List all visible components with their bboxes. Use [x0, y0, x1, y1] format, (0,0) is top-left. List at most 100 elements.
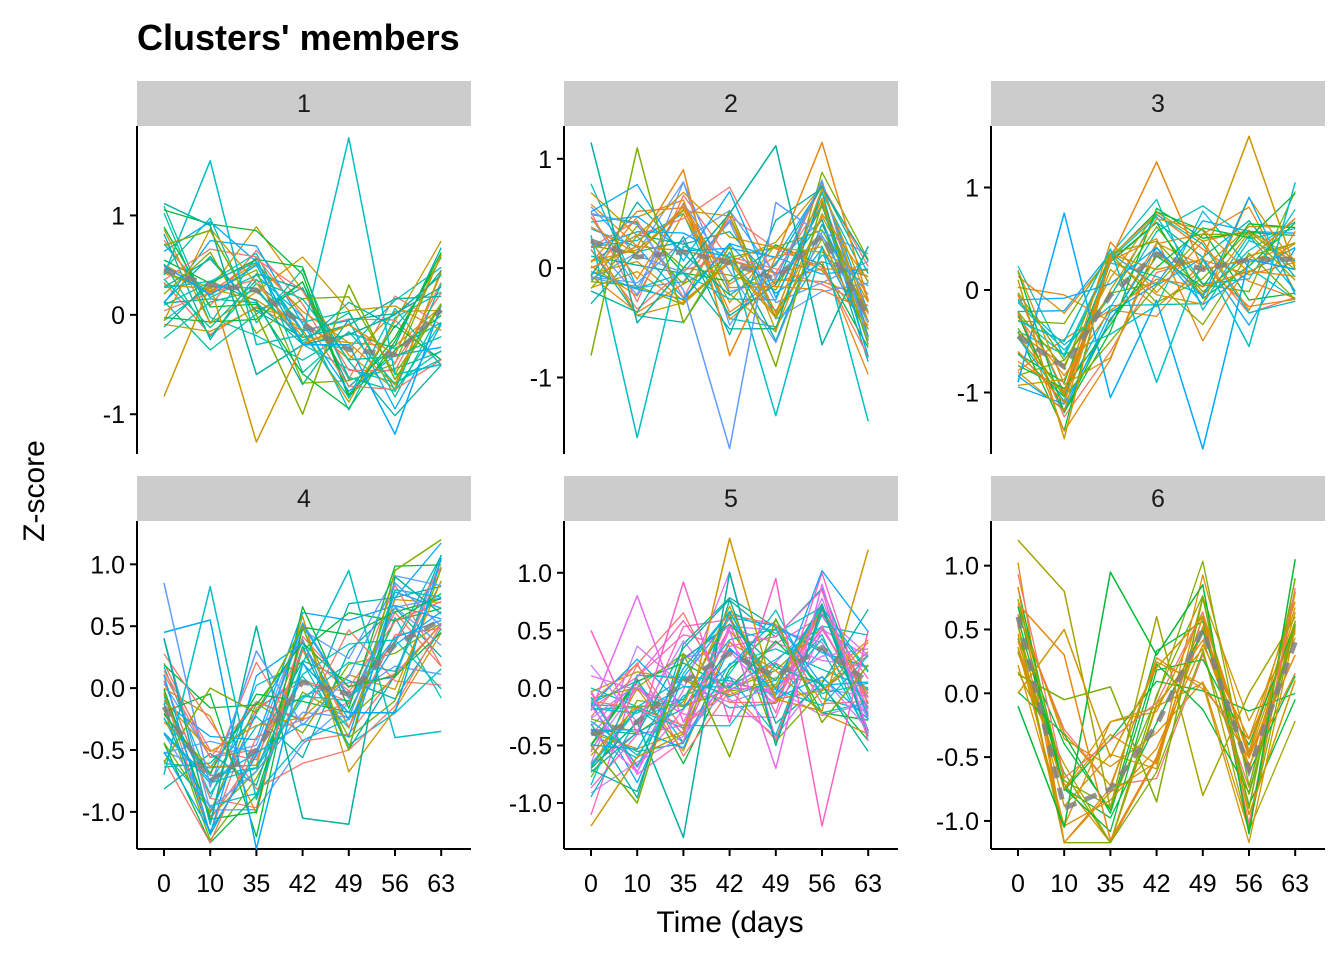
- member-line: [1017, 240, 1296, 325]
- member-line: [590, 147, 869, 368]
- y-tick-label: -1: [957, 380, 979, 408]
- member-line: [590, 207, 869, 313]
- member-line: [163, 581, 442, 784]
- member-line: [1017, 574, 1296, 790]
- member-line: [590, 205, 869, 312]
- member-line: [163, 205, 442, 361]
- facet-panel-1: 1 1 0 -1: [103, 81, 471, 454]
- member-line: [163, 229, 442, 415]
- member-lines: [1017, 135, 1296, 450]
- member-line: [163, 542, 442, 814]
- member-line: [590, 618, 869, 804]
- y-tick-label: 0.0: [90, 675, 125, 703]
- member-line: [590, 623, 869, 793]
- member-line: [163, 589, 442, 807]
- member-line: [163, 264, 442, 435]
- y-tick-label: -1: [103, 401, 125, 429]
- member-line: [590, 686, 869, 751]
- y-tick-label: 0: [965, 277, 979, 305]
- member-line: [590, 213, 869, 327]
- member-line: [1017, 587, 1296, 791]
- member-line: [163, 575, 442, 825]
- y-tick-label: -0.5: [509, 732, 552, 760]
- facet-strip: [564, 81, 898, 126]
- member-line: [163, 615, 442, 773]
- member-line: [1017, 574, 1296, 825]
- y-tick-label: -0.5: [82, 737, 125, 765]
- x-tick-label: 10: [196, 870, 224, 898]
- member-line: [590, 570, 869, 749]
- facet-panel-4: 4 1.0 0.5 0.0 -0.5 -1.0 0 10 35 42 49 56 63: [82, 476, 471, 898]
- member-line: [163, 629, 442, 844]
- y-tick-label: 0.5: [944, 616, 979, 644]
- cluster-centroid-line: [590, 644, 870, 737]
- member-line: [1017, 242, 1296, 323]
- member-line: [1017, 603, 1296, 841]
- x-tick-label: 56: [808, 870, 836, 898]
- member-line: [590, 640, 869, 735]
- member-line: [1017, 586, 1296, 844]
- member-line: [590, 210, 869, 332]
- x-tick-label: 63: [854, 870, 882, 898]
- member-line: [1017, 539, 1296, 809]
- member-line: [163, 569, 442, 801]
- member-line: [1017, 615, 1296, 816]
- member-line: [590, 616, 869, 784]
- member-line: [1017, 559, 1296, 835]
- member-line: [1017, 213, 1296, 351]
- member-line: [590, 613, 869, 756]
- member-line: [590, 185, 869, 296]
- member-line: [163, 538, 442, 763]
- x-tick-label: 10: [1050, 870, 1078, 898]
- y-tick-label: 1.0: [90, 551, 125, 579]
- member-line: [1017, 218, 1296, 387]
- member-line: [590, 583, 869, 770]
- y-tick-label: -0.5: [936, 744, 979, 772]
- member-line: [163, 593, 442, 774]
- y-axis-title: Z-score: [18, 440, 51, 542]
- member-line: [590, 141, 869, 357]
- member-line: [590, 537, 869, 827]
- y-tick-label: -1.0: [82, 799, 125, 827]
- y-tick-label: 1.0: [944, 553, 979, 581]
- member-line: [1017, 161, 1296, 404]
- x-tick-label: 63: [1281, 870, 1309, 898]
- member-line: [163, 307, 442, 361]
- member-line: [1017, 252, 1296, 361]
- member-line: [590, 611, 869, 768]
- member-line: [163, 258, 442, 339]
- member-line: [163, 639, 442, 777]
- member-line: [1017, 578, 1296, 809]
- member-line: [163, 616, 442, 783]
- cluster-centroid-line: [590, 231, 871, 319]
- y-tick-label: 1.0: [517, 560, 552, 588]
- member-line: [163, 582, 442, 788]
- facet-panel-2: 2 1 0 -1: [530, 81, 898, 454]
- member-line: [1017, 596, 1296, 807]
- x-tick-label: 0: [157, 870, 171, 898]
- member-line: [163, 623, 442, 841]
- x-tick-label: 0: [1011, 870, 1025, 898]
- member-lines: [590, 537, 869, 839]
- member-line: [590, 577, 869, 827]
- y-tick-label: 0.0: [944, 680, 979, 708]
- member-line: [1017, 230, 1296, 393]
- member-line: [163, 622, 442, 813]
- member-line: [1017, 135, 1296, 440]
- member-line: [590, 605, 869, 756]
- facet-panel-5: 5 1.0 0.5 0.0 -0.5 -1.0 0 10 35 42 49 56 63: [509, 476, 898, 898]
- facet-strip: [137, 81, 471, 126]
- member-line: [163, 604, 442, 741]
- x-tick-label: 56: [381, 870, 409, 898]
- member-line: [1017, 208, 1296, 356]
- member-line: [1017, 221, 1296, 358]
- member-line: [163, 600, 442, 809]
- cluster-centroid-line: [163, 267, 443, 358]
- y-tick-label: 1: [538, 146, 552, 174]
- member-line: [590, 183, 869, 301]
- member-line: [1017, 270, 1296, 377]
- x-tick-label: 42: [289, 870, 317, 898]
- member-line: [1017, 225, 1296, 395]
- member-line: [163, 567, 442, 818]
